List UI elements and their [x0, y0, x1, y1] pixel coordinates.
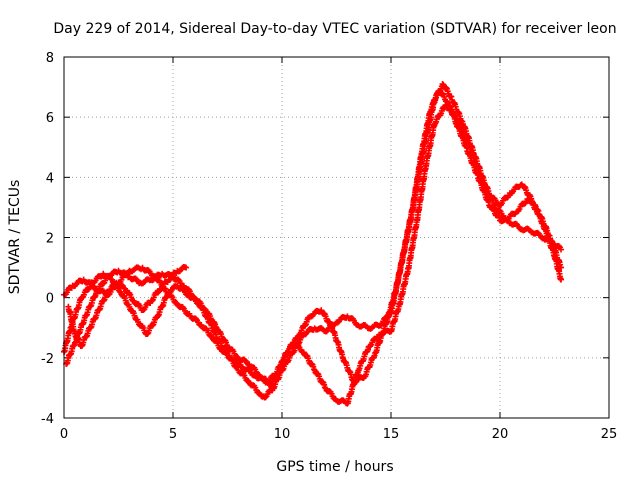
data-point	[118, 281, 125, 288]
axis-ticks: 0 5 10 15 20 25 -4 -2 0 2 4 6 8	[41, 51, 617, 442]
x-tick-label: 0	[60, 427, 68, 442]
data-point	[173, 299, 180, 306]
data-point	[496, 207, 503, 214]
y-tick-label: -2	[41, 352, 54, 367]
data-point	[208, 333, 215, 340]
series-2	[61, 81, 565, 386]
y-tick-label: 4	[46, 171, 54, 186]
data-point	[558, 246, 565, 253]
y-tick-label: 8	[46, 51, 54, 66]
series-1	[61, 88, 565, 401]
data-point	[190, 293, 197, 300]
data-point	[262, 394, 269, 401]
data-point	[86, 279, 93, 286]
y-tick-label: 2	[46, 232, 54, 247]
y-tick-label: 6	[46, 111, 54, 126]
chart-title: Day 229 of 2014, Sidereal Day-to-day VTE…	[53, 21, 616, 37]
data-point	[558, 276, 565, 283]
x-tick-label: 20	[492, 427, 509, 442]
data-point	[100, 280, 107, 287]
data-points	[61, 81, 565, 407]
grid-lines	[64, 57, 609, 418]
plot-frame	[63, 56, 610, 419]
x-tick-label: 25	[601, 427, 618, 442]
y-axis-label: SDTVAR / TECUs	[7, 180, 23, 295]
data-point	[446, 105, 453, 112]
x-tick-label: 5	[169, 427, 177, 442]
x-axis-label: GPS time / hours	[276, 459, 393, 475]
data-point	[183, 264, 190, 271]
y-tick-label: 0	[46, 292, 54, 307]
series-3	[63, 102, 565, 407]
x-tick-label: 15	[383, 427, 400, 442]
data-point	[149, 297, 156, 304]
series-4	[65, 263, 190, 350]
y-tick-label: -4	[41, 412, 54, 427]
x-tick-label: 10	[274, 427, 291, 442]
data-point	[201, 305, 208, 312]
data-point	[155, 289, 162, 296]
